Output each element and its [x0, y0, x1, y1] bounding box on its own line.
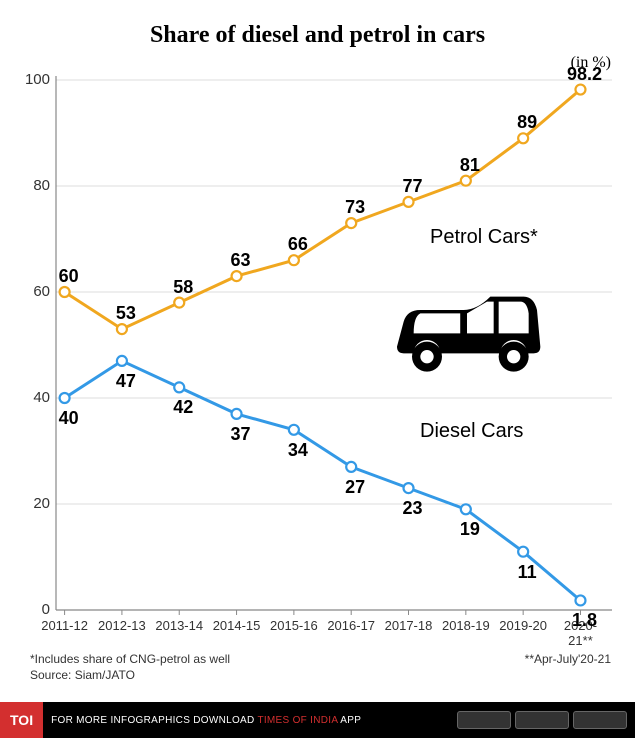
data-label: 40	[45, 408, 93, 429]
data-label: 1.8	[560, 610, 608, 631]
data-label: 98.2	[560, 64, 608, 85]
footer-text-prefix: FOR MORE INFOGRAPHICS DOWNLOAD	[51, 715, 257, 726]
xtick-label: 2017-18	[381, 618, 437, 633]
ytick-label: 0	[42, 601, 50, 618]
data-label: 73	[331, 197, 379, 218]
ytick-label: 20	[33, 495, 50, 512]
footnote-aprjuly: **Apr-July'20-21	[525, 652, 611, 666]
xtick-label: 2013-14	[151, 618, 207, 633]
xtick-label: 2018-19	[438, 618, 494, 633]
ytick-label: 40	[33, 389, 50, 406]
series-label-diesel: Diesel Cars	[420, 420, 523, 443]
data-label: 58	[159, 277, 207, 298]
googleplay-badge	[515, 711, 569, 729]
windows-badge	[573, 711, 627, 729]
footer-text: FOR MORE INFOGRAPHICS DOWNLOAD TIMES OF …	[51, 715, 361, 726]
data-label: 77	[389, 176, 437, 197]
data-label: 53	[102, 303, 150, 324]
data-label: 60	[45, 266, 93, 287]
data-label: 66	[274, 234, 322, 255]
footer-logo: TOI	[0, 702, 43, 738]
xtick-label: 2019-20	[495, 618, 551, 633]
data-label: 42	[159, 397, 207, 418]
data-label: 34	[274, 440, 322, 461]
xtick-label: 2016-17	[323, 618, 379, 633]
footer-bar: TOI FOR MORE INFOGRAPHICS DOWNLOAD TIMES…	[0, 702, 635, 738]
xtick-label: 2014-15	[209, 618, 265, 633]
footer-text-brand: TIMES OF INDIA	[257, 715, 337, 726]
car-icon	[382, 280, 552, 380]
appstore-badge	[457, 711, 511, 729]
xtick-label: 2015-16	[266, 618, 322, 633]
footer-badges	[457, 711, 627, 729]
xtick-label: 2012-13	[94, 618, 150, 633]
xtick-label: 2011-12	[37, 618, 93, 633]
footer-text-suffix: APP	[338, 715, 361, 726]
series-label-petrol: Petrol Cars*	[430, 226, 538, 249]
data-label: 89	[503, 112, 551, 133]
footnote-cng: *Includes share of CNG-petrol as well	[30, 652, 230, 666]
footnote-source: Source: Siam/JATO	[30, 668, 135, 682]
data-label: 11	[503, 562, 551, 583]
ytick-label: 80	[33, 177, 50, 194]
data-label: 81	[446, 155, 494, 176]
data-label: 63	[217, 250, 265, 271]
data-label: 47	[102, 371, 150, 392]
data-label: 23	[389, 498, 437, 519]
ytick-label: 100	[25, 71, 50, 88]
data-label: 37	[217, 424, 265, 445]
data-label: 27	[331, 477, 379, 498]
data-label: 19	[446, 519, 494, 540]
